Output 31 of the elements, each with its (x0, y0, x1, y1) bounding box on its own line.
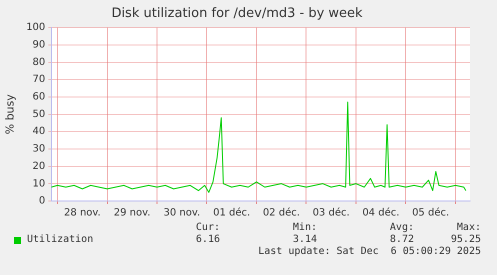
text: Min: (292, 222, 317, 234)
text: Avg: (388, 222, 414, 234)
x-tick-label: 30 nov. (164, 208, 200, 219)
text: 6.16 (194, 234, 220, 246)
y-tick-label: 100 (26, 22, 46, 34)
text: Cur: (194, 222, 220, 234)
text: Max: (456, 222, 481, 234)
x-tick-label: 05 déc. (412, 208, 450, 219)
text: Last update: Sat Dec 6 05:00:29 2025 (257, 246, 481, 258)
y-tick-label: 20 (32, 160, 46, 172)
chart-title: Disk utilization for /dev/md3 - by week (111, 6, 364, 22)
x-tick-label: 01 déc. (213, 208, 250, 219)
y-tick-label: 50 (32, 108, 46, 120)
y-tick-label: 30 (32, 144, 46, 155)
y-tick-label: 90 (32, 40, 46, 51)
y-tick-label: 40 (32, 126, 46, 138)
x-tick-label: 28 nov. (64, 208, 101, 219)
y-tick-label: 0 (38, 196, 46, 207)
text: 95.25 (450, 234, 481, 246)
text: 3.14 (292, 234, 317, 246)
y-tick-label: 70 (32, 74, 46, 86)
text: 8.72 (388, 234, 414, 246)
x-tick-label: 03 déc. (312, 208, 350, 219)
legend-label: Utilization (27, 234, 94, 246)
y-axis-title: % busy (3, 94, 16, 134)
y-tick-label: 80 (32, 56, 46, 68)
x-tick-label: 29 nov. (114, 208, 150, 219)
x-tick-label: 02 déc. (262, 208, 300, 219)
x-tick-label: 04 déc. (362, 208, 400, 219)
y-tick-label: 10 (32, 178, 46, 190)
y-tick-label: 60 (32, 92, 46, 103)
